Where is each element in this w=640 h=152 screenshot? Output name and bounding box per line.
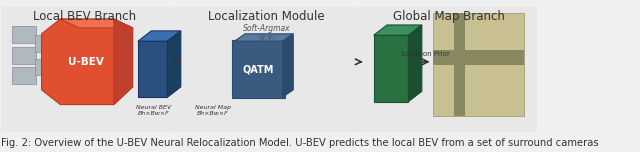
Text: Location Prior: Location Prior — [402, 52, 450, 57]
FancyBboxPatch shape — [355, 7, 542, 132]
FancyBboxPatch shape — [12, 26, 36, 43]
FancyBboxPatch shape — [232, 40, 285, 98]
FancyBboxPatch shape — [12, 67, 36, 84]
Polygon shape — [374, 35, 408, 102]
FancyBboxPatch shape — [35, 35, 59, 52]
FancyBboxPatch shape — [35, 59, 59, 75]
Polygon shape — [138, 31, 181, 41]
Polygon shape — [168, 31, 181, 97]
Polygon shape — [454, 13, 465, 116]
Text: Neural BEV
Bh×Bw×F: Neural BEV Bh×Bw×F — [136, 105, 172, 116]
Polygon shape — [60, 19, 132, 28]
Text: Fig. 2: Overview of the U-BEV Neural Relocalization Model. U-BEV predicts the lo: Fig. 2: Overview of the U-BEV Neural Rel… — [1, 138, 599, 149]
Polygon shape — [283, 34, 293, 97]
Text: Local BEV Branch: Local BEV Branch — [33, 10, 136, 23]
Polygon shape — [42, 19, 132, 105]
Text: Localization Module: Localization Module — [208, 10, 325, 23]
Polygon shape — [114, 19, 132, 105]
Text: Neural Map
Bh×Bw×F: Neural Map Bh×Bw×F — [195, 105, 231, 116]
FancyBboxPatch shape — [0, 7, 175, 132]
Polygon shape — [234, 34, 293, 41]
Text: Global Map Branch: Global Map Branch — [393, 10, 504, 23]
Polygon shape — [374, 25, 422, 35]
Polygon shape — [433, 13, 524, 116]
Polygon shape — [408, 25, 422, 102]
Polygon shape — [138, 41, 168, 97]
Text: QATM: QATM — [243, 64, 274, 74]
FancyBboxPatch shape — [173, 7, 360, 132]
Text: U-BEV: U-BEV — [68, 57, 104, 67]
Text: Soft-Argmax
(X,Y): Soft-Argmax (X,Y) — [243, 24, 291, 43]
FancyBboxPatch shape — [12, 47, 36, 64]
Polygon shape — [433, 50, 524, 65]
